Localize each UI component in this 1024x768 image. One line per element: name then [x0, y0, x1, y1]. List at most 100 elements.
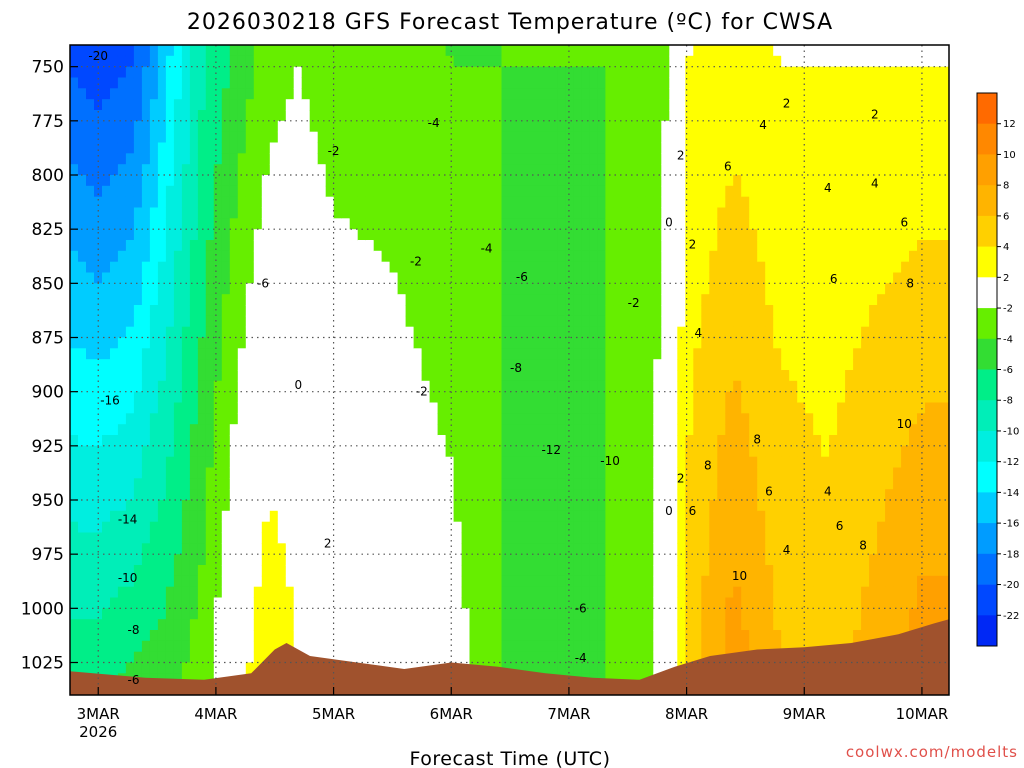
- field-cell: [221, 196, 231, 209]
- field-cell: [677, 229, 686, 241]
- field-cell: [397, 370, 407, 382]
- field-cell: [589, 402, 598, 414]
- field-cell: [389, 305, 399, 317]
- field-cell: [173, 402, 183, 414]
- field-cell: [285, 294, 295, 306]
- field-cell: [709, 586, 718, 599]
- field-cell: [373, 207, 383, 219]
- field-cell: [717, 575, 726, 588]
- field-cell: [133, 99, 143, 111]
- field-cell: [509, 218, 519, 230]
- field-cell: [213, 608, 223, 620]
- field-cell: [461, 489, 471, 501]
- field-cell: [589, 110, 598, 122]
- field-cell: [197, 66, 207, 79]
- field-cell: [261, 619, 271, 631]
- field-cell: [549, 315, 559, 328]
- field-cell: [261, 424, 271, 436]
- field-cell: [373, 543, 383, 555]
- field-cell: [205, 88, 215, 100]
- field-cell: [94, 510, 103, 523]
- field-cell: [117, 359, 127, 371]
- field-cell: [541, 597, 551, 609]
- field-cell: [125, 510, 135, 523]
- field-cell: [381, 294, 391, 306]
- field-cell: [437, 586, 447, 599]
- field-cell: [485, 608, 495, 620]
- field-cell: [541, 164, 551, 176]
- field-cell: [349, 500, 359, 512]
- field-cell: [110, 565, 119, 577]
- field-cell: [461, 261, 471, 274]
- field-cell: [509, 294, 519, 306]
- field-cell: [685, 532, 694, 544]
- field-cell: [173, 131, 183, 144]
- field-cell: [485, 77, 495, 89]
- field-cell: [133, 185, 143, 198]
- field-cell: [445, 402, 455, 414]
- field-cell: [213, 380, 223, 393]
- field-cell: [661, 66, 670, 79]
- field-cell: [653, 586, 662, 599]
- field-cell: [253, 359, 263, 371]
- field-cell: [301, 510, 311, 523]
- field-cell: [541, 370, 551, 382]
- field-cell: [70, 99, 79, 111]
- field-cell: [78, 261, 87, 274]
- field-cell: [717, 359, 726, 371]
- field-cell: [485, 272, 495, 284]
- field-cell: [517, 489, 527, 501]
- field-cell: [437, 142, 447, 154]
- field-cell: [653, 391, 662, 404]
- field-cell: [701, 424, 710, 436]
- field-cell: [653, 554, 662, 566]
- field-cell: [613, 240, 622, 252]
- field-cell: [613, 261, 622, 274]
- field-cell: [509, 478, 519, 490]
- field-cell: [333, 283, 343, 295]
- field-cell: [413, 445, 423, 458]
- field-cell: [141, 402, 151, 414]
- field-cell: [725, 261, 734, 274]
- field-cell: [469, 55, 479, 68]
- field-cell: [501, 402, 511, 414]
- field-cell: [197, 424, 207, 436]
- field-cell: [157, 575, 167, 588]
- field-cell: [197, 45, 207, 57]
- field-cell: [381, 218, 391, 230]
- field-cell: [261, 478, 271, 490]
- field-cell: [733, 110, 742, 122]
- field-cell: [245, 294, 255, 306]
- field-cell: [141, 45, 151, 57]
- field-cell: [253, 66, 263, 79]
- field-cell: [365, 619, 375, 631]
- field-cell: [477, 164, 487, 176]
- field-cell: [173, 250, 183, 263]
- field-cell: [509, 196, 519, 209]
- field-cell: [149, 391, 159, 404]
- field-cell: [445, 66, 455, 79]
- field-cell: [365, 218, 375, 230]
- field-cell: [245, 597, 255, 609]
- field-cell: [445, 207, 455, 219]
- field-cell: [357, 532, 367, 544]
- field-cell: [701, 77, 710, 89]
- field-cell: [181, 218, 191, 230]
- field-cell: [581, 630, 590, 642]
- field-cell: [173, 66, 183, 79]
- field-cell: [285, 532, 295, 544]
- field-cell: [365, 640, 375, 653]
- field-cell: [685, 240, 694, 252]
- field-cell: [102, 45, 111, 57]
- field-cell: [173, 456, 183, 469]
- field-cell: [517, 467, 527, 479]
- field-cell: [533, 337, 543, 349]
- field-cell: [125, 283, 135, 295]
- field-cell: [157, 45, 167, 57]
- field-cell: [709, 597, 718, 609]
- field-cell: [581, 175, 590, 187]
- field-cell: [429, 218, 439, 230]
- field-cell: [94, 619, 103, 631]
- field-cell: [413, 55, 423, 68]
- field-cell: [397, 250, 407, 263]
